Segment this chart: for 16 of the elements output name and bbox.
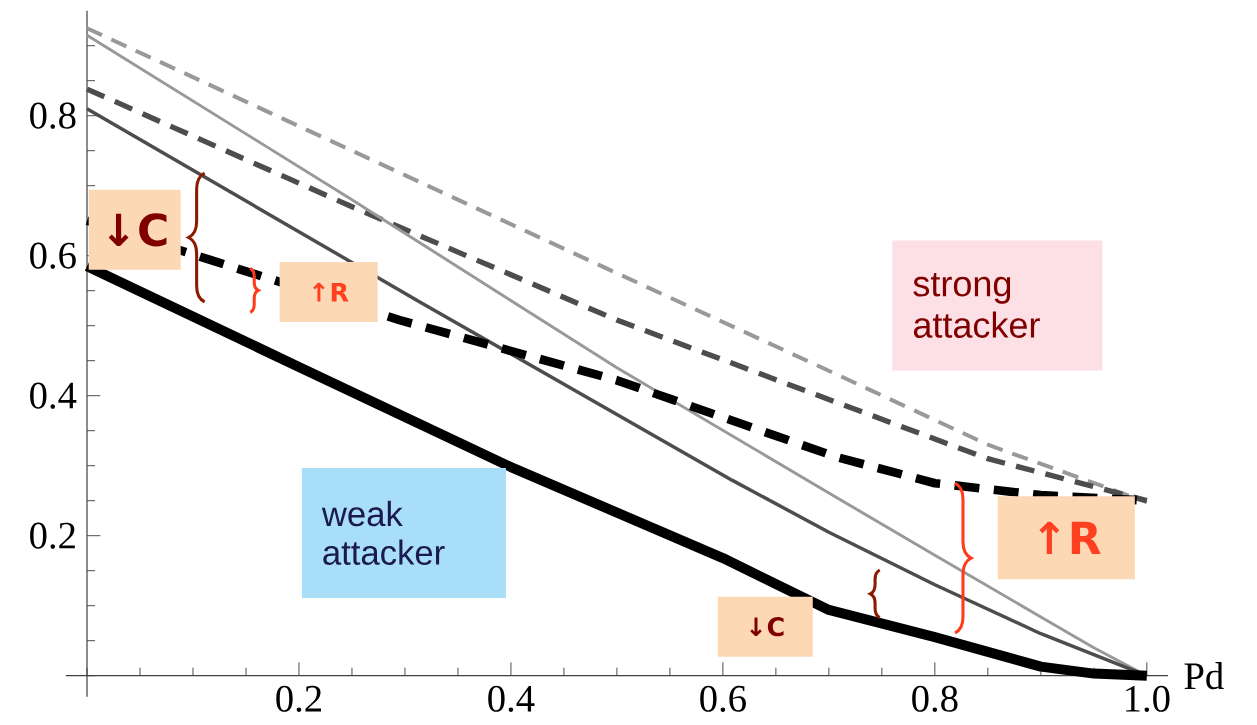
annotation: ↓C — [108, 213, 167, 247]
y-tick-label: 0.8 — [30, 102, 76, 129]
x-tick-label: 0.8 — [912, 685, 958, 712]
x-tick-label: 0.2 — [276, 685, 321, 712]
x-tick-label: 0.6 — [700, 685, 746, 712]
y-tick-label: 0.2 — [30, 522, 75, 549]
y-tick-label: 0.4 — [30, 382, 77, 409]
x-tick-label: 0.4 — [488, 685, 535, 712]
annotation: ↓C — [750, 617, 784, 637]
annotation: ↑R — [313, 282, 349, 302]
annotation: strong attacker — [913, 272, 1040, 338]
x-axis-title: Pd — [1184, 662, 1224, 690]
x-tick-label: 1.0 — [1126, 685, 1170, 712]
annotation: weak attacker — [321, 500, 445, 565]
y-tick-label: 0.6 — [30, 242, 76, 269]
annotation: ↑R — [1039, 521, 1101, 554]
